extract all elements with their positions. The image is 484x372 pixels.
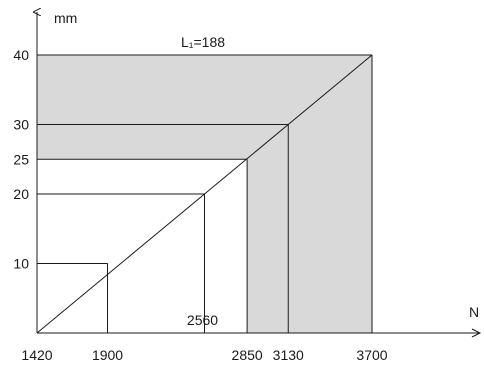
- axes-group: [37, 12, 482, 338]
- x-axis-arrow: [471, 328, 482, 338]
- x-axis-label: N: [469, 304, 479, 320]
- x-tick-label-3130: 3130: [273, 347, 304, 363]
- y-axis-label: mm: [54, 10, 77, 26]
- x-tick-label-2850: 2850: [232, 347, 263, 363]
- y-tick-label-30: 30: [13, 117, 29, 133]
- tick-labels-group: 10 20 25 30 40 1420 1900 2850 3130 3700: [13, 47, 387, 363]
- y-tick-label-40: 40: [13, 47, 29, 63]
- label-2560: 2560: [187, 312, 218, 328]
- x-tick-label-3700: 3700: [356, 347, 387, 363]
- x-tick-label-1420: 1420: [21, 347, 52, 363]
- x-tick-label-1900: 1900: [92, 347, 123, 363]
- y-tick-label-10: 10: [13, 256, 29, 272]
- y-tick-label-20: 20: [13, 186, 29, 202]
- l1-annotation: L₁=188: [181, 34, 225, 50]
- reference-lines-group: [36, 54, 373, 334]
- diagonal-line: [36, 54, 373, 334]
- y-tick-label-25: 25: [13, 151, 29, 167]
